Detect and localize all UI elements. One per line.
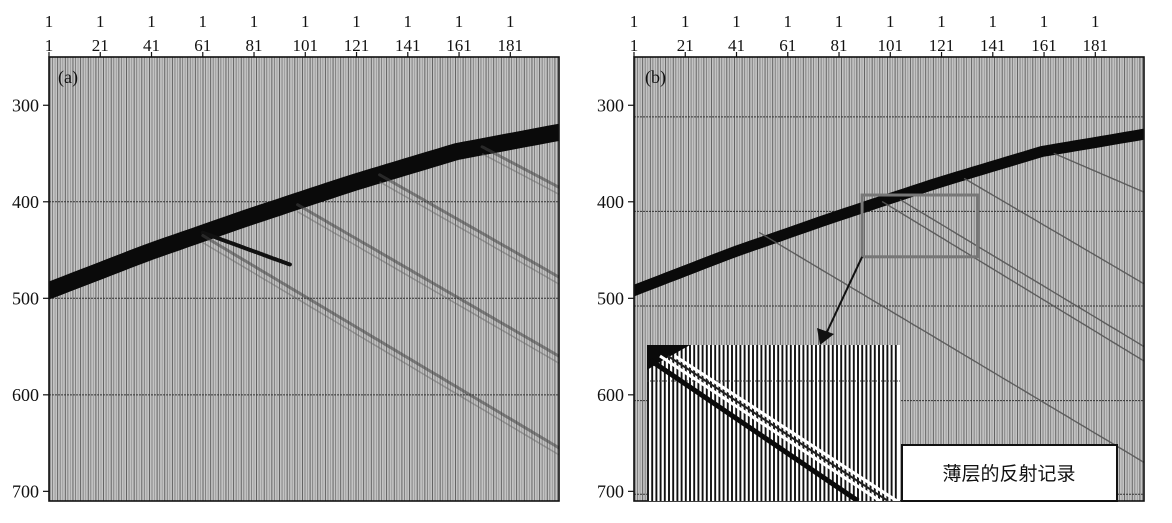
x-tick-label-top: 1 [352,12,361,31]
event-reflection [378,173,559,279]
x-tick-label: 161 [446,36,472,55]
x-tick-label-top: 1 [835,12,844,31]
x-tick-label-top: 1 [506,12,515,31]
y-tick-label: 500 [12,288,39,308]
x-tick-label-top: 1 [96,12,105,31]
x-tick-label-top: 1 [937,12,946,31]
x-tick-label-top: 1 [455,12,464,31]
x-tick-label: 181 [498,36,524,55]
x-tick-label-top: 1 [784,12,793,31]
zoom-arrow [825,256,863,335]
inset-reflection [667,355,889,501]
x-tick-label: 41 [728,36,745,55]
y-tick-label: 400 [12,192,39,212]
y-tick-label: 500 [597,288,624,308]
x-tick-label: 81 [831,36,848,55]
x-tick-label-top: 1 [199,12,208,31]
x-tick-label: 141 [395,36,421,55]
y-tick-label: 300 [12,95,39,115]
x-tick-label: 41 [143,36,160,55]
x-tick-label: 1 [630,36,639,55]
inset-reflection-white [659,354,881,501]
trace-field [49,57,559,501]
inset-direct-arrival [647,345,690,370]
inset-reflection-white [674,354,898,501]
event-reflection [1053,152,1144,193]
event-reflection [881,201,1144,362]
x-tick-label: 121 [929,36,955,55]
x-tick-label-top: 1 [1091,12,1100,31]
x-tick-label: 21 [677,36,694,55]
inset-reflection [648,357,860,501]
panel-label-a: (a) [58,67,78,88]
zoom-box [860,193,979,259]
x-tick-label: 101 [293,36,319,55]
event-echo [297,211,559,364]
x-tick-label-top: 1 [886,12,895,31]
event-reflection [899,199,1144,348]
axes-frame [48,56,560,502]
inset-label-box: 薄层的反射记录 [901,444,1118,502]
x-tick-label-top: 1 [250,12,259,31]
event-direct-arrival [634,128,1144,297]
panel-label-b: (b) [645,67,666,88]
arrow-head-icon [817,328,834,345]
event-echo [481,153,559,195]
y-tick-label: 600 [597,385,624,405]
x-tick-label-top: 1 [1040,12,1049,31]
event-reflection [296,203,559,358]
x-tick-label: 61 [194,36,211,55]
panel-a: 1112114116118111011121114111611181300400… [12,12,560,502]
event-echo [379,181,559,285]
y-tick-label: 700 [597,481,624,501]
event-reflection [201,234,559,450]
x-tick-label-top: 1 [989,12,998,31]
panel-b: 1112114116118111011121114111611181300400… [597,12,1145,502]
y-tick-label: 300 [597,95,624,115]
x-tick-label-top: 1 [147,12,156,31]
x-tick-label: 141 [980,36,1006,55]
x-tick-label: 121 [344,36,370,55]
x-tick-label-top: 1 [732,12,741,31]
x-tick-label-top: 1 [45,12,54,31]
x-tick-label: 101 [878,36,904,55]
x-tick-label-top: 1 [301,12,310,31]
x-tick-label: 181 [1083,36,1109,55]
y-tick-label: 400 [597,192,624,212]
inset-label: 薄层的反射记录 [942,463,1075,485]
x-tick-label-top: 1 [681,12,690,31]
event-reflection [480,145,559,189]
x-tick-label-top: 1 [630,12,639,31]
event-reflection [963,177,1144,285]
x-tick-label: 81 [246,36,263,55]
event-thin-layer-reflection [200,230,292,267]
x-tick-label: 1 [45,36,54,55]
x-tick-label: 61 [779,36,796,55]
event-reflection [758,231,1144,464]
event-direct-arrival [49,123,559,300]
x-tick-label-top: 1 [404,12,413,31]
y-tick-label: 700 [12,481,39,501]
x-tick-label: 161 [1031,36,1057,55]
x-tick-label: 21 [92,36,109,55]
y-tick-label: 600 [12,385,39,405]
event-echo [202,241,559,456]
